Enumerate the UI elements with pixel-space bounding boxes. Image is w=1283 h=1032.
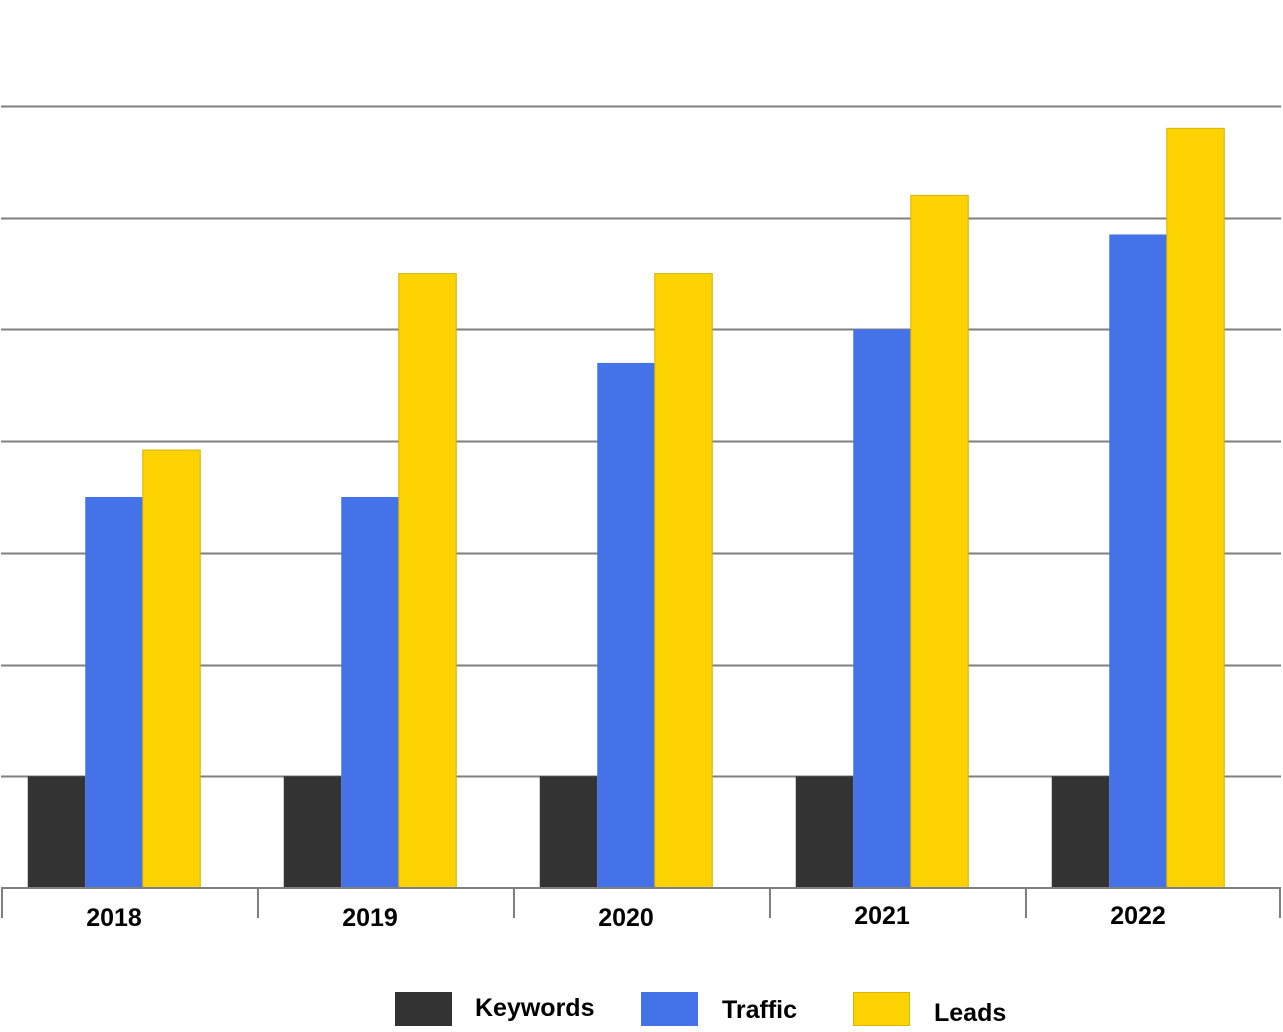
- x-tick-label-2018: 2018: [86, 904, 142, 932]
- x-tick-label-2022: 2022: [1110, 902, 1166, 930]
- x-tick-labels: 2018 2019 2020 2021 2022: [86, 902, 1166, 932]
- bar-traffic-2019: [341, 497, 399, 888]
- bar-chart: 2018 2019 2020 2021 2022: [1, 105, 1281, 932]
- bar-traffic-2022: [1109, 234, 1167, 888]
- legend-swatch-keywords: [395, 992, 452, 1026]
- legend-label-leads: Leads: [934, 999, 1007, 1027]
- bar-keywords-2019: [283, 776, 342, 888]
- bar-leads-2018: [142, 449, 201, 889]
- legend: Keywords Traffic Leads: [0, 990, 1283, 1030]
- bar-leads-2022: [1166, 127, 1225, 889]
- bar-keywords-2018: [27, 776, 86, 888]
- legend-swatch-traffic: [641, 992, 698, 1026]
- bar-leads-2019: [398, 273, 457, 889]
- bar-traffic-2018: [85, 497, 143, 888]
- legend-label-traffic: Traffic: [722, 996, 798, 1024]
- bar-leads-2021: [910, 194, 969, 889]
- bar-leads-2020: [654, 273, 713, 889]
- bar-keywords-2020: [539, 776, 598, 888]
- x-axis: [1, 887, 1281, 918]
- bar-keywords-2021: [795, 776, 854, 888]
- bar-traffic-2021: [853, 329, 911, 888]
- bars: [27, 127, 1225, 889]
- bar-traffic-2020: [597, 362, 655, 888]
- legend-swatch-leads: [853, 992, 910, 1026]
- x-tick-label-2020: 2020: [598, 904, 654, 932]
- x-tick-label-2019: 2019: [342, 904, 398, 932]
- x-tick-label-2021: 2021: [854, 902, 910, 930]
- bar-keywords-2022: [1051, 776, 1110, 888]
- legend-label-keywords: Keywords: [475, 994, 595, 1022]
